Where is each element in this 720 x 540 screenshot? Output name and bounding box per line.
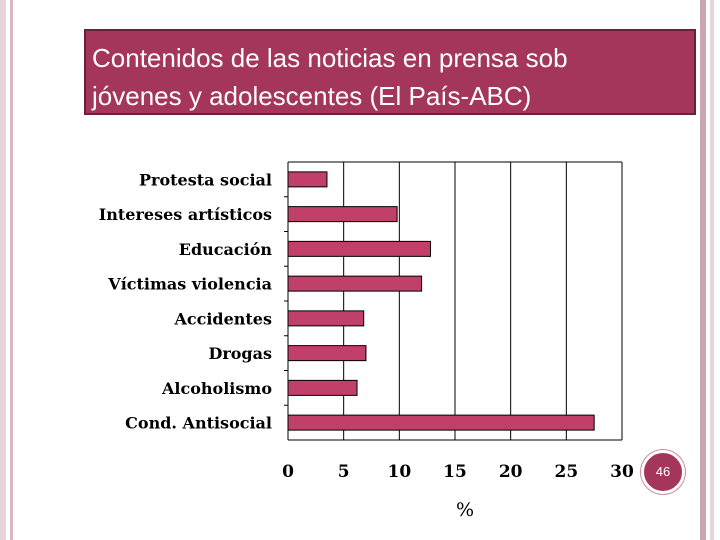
category-label-0: Protesta social: [139, 170, 272, 189]
side-stripe-right: [700, 0, 706, 540]
side-stripe-right-inner: [710, 0, 714, 540]
bar-5: [287, 345, 367, 362]
bar-4: [287, 310, 365, 327]
slide-title-line-2: jóvenes y adolescentes (El País-ABC): [92, 81, 532, 111]
category-label-5: Drogas: [208, 344, 272, 363]
bar-1: [287, 206, 398, 223]
side-stripe-left-inner: [10, 0, 13, 540]
x-tick-label-6: 30: [610, 462, 634, 482]
bar-3: [287, 275, 423, 292]
slide-title-line-1: Contenidos de las noticias en prensa sob: [92, 43, 568, 73]
x-tick-label-3: 15: [443, 462, 467, 482]
side-stripe-left: [0, 0, 6, 540]
category-label-4: Accidentes: [173, 309, 272, 328]
bar-7: [287, 414, 595, 431]
slide-title-box: Contenidos de las noticias en prensa sob…: [84, 29, 696, 115]
x-tick-label-5: 25: [554, 462, 578, 482]
bar-2: [287, 240, 432, 257]
bar-0: [287, 171, 328, 188]
category-label-1: Intereses artísticos: [99, 205, 272, 224]
x-axis-label: %: [456, 499, 474, 521]
category-label-7: Cond. Antisocial: [125, 414, 272, 433]
category-label-2: Educación: [179, 240, 273, 259]
slide-title: Contenidos de las noticias en prensa sob…: [92, 39, 568, 113]
bar-6: [287, 379, 358, 396]
x-tick-label-1: 5: [338, 462, 350, 482]
x-tick-label-4: 20: [499, 462, 523, 482]
page-number-badge: 46: [641, 450, 685, 494]
x-tick-label-0: 0: [282, 462, 294, 482]
category-label-6: Alcoholismo: [161, 379, 272, 398]
category-label-3: Víctimas violencia: [107, 275, 272, 294]
x-tick-label-2: 10: [387, 462, 411, 482]
